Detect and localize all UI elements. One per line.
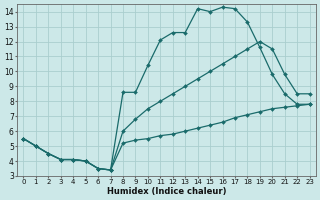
X-axis label: Humidex (Indice chaleur): Humidex (Indice chaleur) — [107, 187, 226, 196]
